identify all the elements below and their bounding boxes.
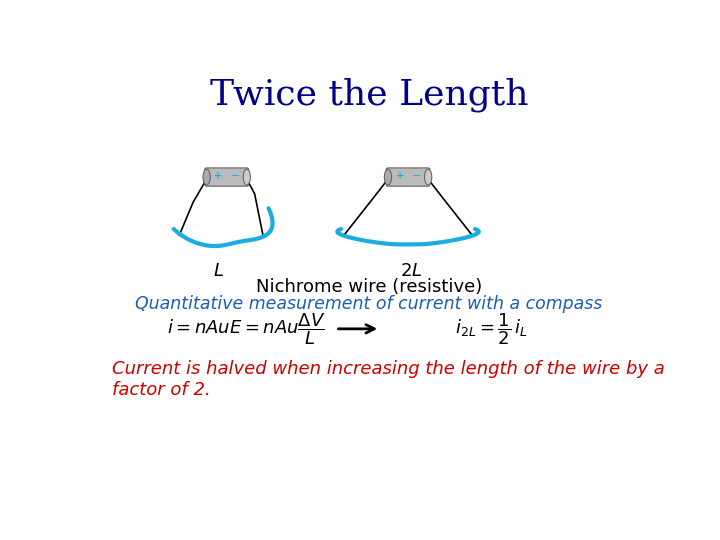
Text: +: + <box>215 171 222 181</box>
Ellipse shape <box>243 169 251 185</box>
Text: Current is halved when increasing the length of the wire by a
factor of 2.: Current is halved when increasing the le… <box>112 360 665 399</box>
Text: $\mathit{L}$: $\mathit{L}$ <box>213 261 224 280</box>
Text: −: − <box>230 171 240 181</box>
Text: $i = nAuE = nAu\dfrac{\Delta V}{L}$: $i = nAuE = nAu\dfrac{\Delta V}{L}$ <box>167 311 325 347</box>
Ellipse shape <box>384 169 392 185</box>
Text: $\mathit{2L}$: $\mathit{2L}$ <box>400 261 422 280</box>
Ellipse shape <box>203 169 210 185</box>
Text: +: + <box>395 171 404 181</box>
Text: Twice the Length: Twice the Length <box>210 77 528 112</box>
Ellipse shape <box>425 169 432 185</box>
Text: Nichrome wire (resistive): Nichrome wire (resistive) <box>256 278 482 296</box>
Text: $i_{2L} = \dfrac{1}{2}\,i_L$: $i_{2L} = \dfrac{1}{2}\,i_L$ <box>456 311 528 347</box>
Text: Quantitative measurement of current with a compass: Quantitative measurement of current with… <box>135 295 603 313</box>
FancyBboxPatch shape <box>387 168 430 186</box>
Text: −: − <box>412 171 421 181</box>
FancyBboxPatch shape <box>205 168 248 186</box>
